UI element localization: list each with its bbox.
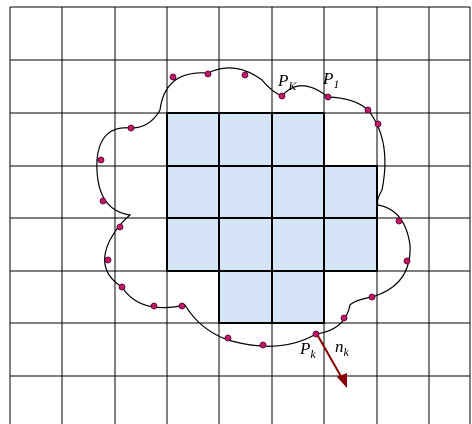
label-part: P (277, 71, 288, 90)
label-part: 1 (333, 77, 339, 91)
contour (96, 67, 411, 347)
label-pK: PK (277, 71, 297, 93)
normal-arrow (317, 335, 347, 388)
label-part: k (310, 347, 316, 361)
label-p1: P1 (322, 69, 339, 91)
label-pk: Pk (299, 339, 316, 361)
label-part: k (344, 345, 350, 359)
label-part: K (287, 79, 297, 93)
grid (9, 6, 471, 424)
label-part: n (335, 337, 344, 356)
label-part: P (299, 339, 310, 358)
label-nk: nk (335, 337, 350, 359)
contour-points (97, 70, 411, 349)
label-part: P (322, 69, 333, 88)
